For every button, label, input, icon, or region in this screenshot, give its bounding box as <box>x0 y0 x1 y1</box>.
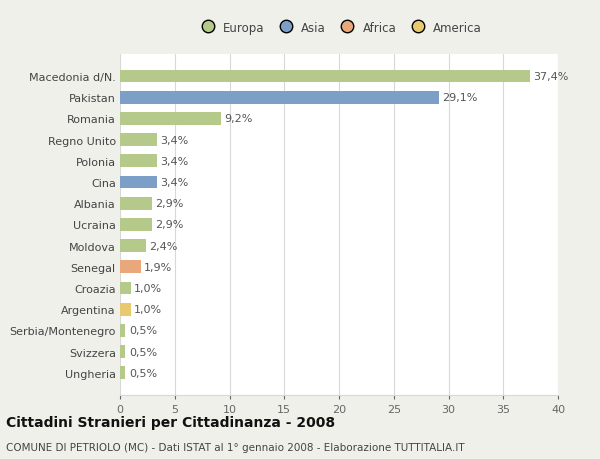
Bar <box>120 218 152 231</box>
Text: 3,4%: 3,4% <box>161 157 189 167</box>
Text: COMUNE DI PETRIOLO (MC) - Dati ISTAT al 1° gennaio 2008 - Elaborazione TUTTITALI: COMUNE DI PETRIOLO (MC) - Dati ISTAT al … <box>6 442 464 452</box>
Text: 9,2%: 9,2% <box>224 114 253 124</box>
Text: 0,5%: 0,5% <box>129 368 157 378</box>
Text: 1,0%: 1,0% <box>134 304 163 314</box>
Text: 3,4%: 3,4% <box>161 178 189 188</box>
Bar <box>120 282 131 295</box>
Bar <box>120 113 221 125</box>
Bar <box>120 197 152 210</box>
Bar <box>120 346 125 358</box>
Text: Cittadini Stranieri per Cittadinanza - 2008: Cittadini Stranieri per Cittadinanza - 2… <box>6 415 335 429</box>
Bar <box>120 240 146 252</box>
Text: 0,5%: 0,5% <box>129 326 157 336</box>
Bar <box>120 303 131 316</box>
Text: 0,5%: 0,5% <box>129 347 157 357</box>
Text: 2,9%: 2,9% <box>155 220 184 230</box>
Bar <box>120 92 439 104</box>
Bar <box>120 176 157 189</box>
Bar <box>120 134 157 147</box>
Text: 1,9%: 1,9% <box>144 262 172 272</box>
Text: 1,0%: 1,0% <box>134 283 163 293</box>
Text: 37,4%: 37,4% <box>533 72 568 82</box>
Legend: Europa, Asia, Africa, America: Europa, Asia, Africa, America <box>191 17 487 39</box>
Text: 2,4%: 2,4% <box>149 241 178 251</box>
Bar <box>120 261 141 274</box>
Text: 3,4%: 3,4% <box>161 135 189 146</box>
Text: 29,1%: 29,1% <box>442 93 478 103</box>
Bar <box>120 155 157 168</box>
Text: 2,9%: 2,9% <box>155 199 184 209</box>
Bar <box>120 325 125 337</box>
Bar <box>120 71 530 83</box>
Bar <box>120 367 125 379</box>
